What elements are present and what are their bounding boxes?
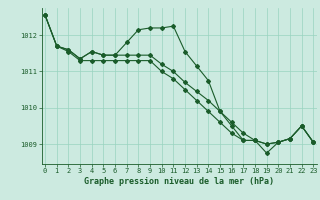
X-axis label: Graphe pression niveau de la mer (hPa): Graphe pression niveau de la mer (hPa) — [84, 177, 274, 186]
